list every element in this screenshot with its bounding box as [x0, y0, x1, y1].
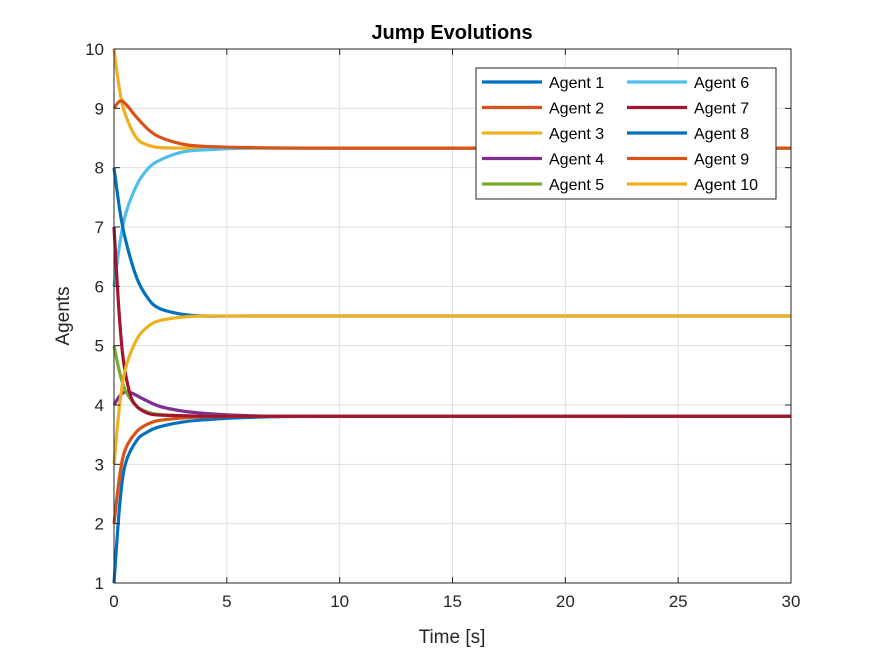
x-tick-label: 5 [222, 592, 231, 611]
y-tick-label: 5 [95, 337, 104, 356]
legend: Agent 1 Agent 2 Agent 3 Agent 4 Agent 5 Agent… [475, 67, 777, 200]
y-tick-label: 9 [95, 99, 104, 118]
y-axis-label: Agents [53, 286, 74, 345]
series-line-agent-10 [112, 314, 791, 465]
legend-label: Agent 6 [694, 75, 749, 92]
legend-label: Agent 1 [549, 75, 604, 92]
legend-label: Agent 3 [549, 126, 604, 143]
chart-title: Jump Evolutions [371, 22, 532, 44]
tick-layer: 0 5 10 15 20 25 30 1 2 3 4 5 6 7 8 9 10 [85, 40, 800, 611]
x-tick-label: 0 [109, 592, 118, 611]
legend-label: Agent 8 [694, 126, 749, 143]
y-tick-label: 8 [95, 159, 104, 178]
x-tick-label: 20 [556, 592, 575, 611]
legend-label: Agent 9 [694, 152, 749, 169]
x-axis-label: Time [s] [419, 627, 486, 648]
legend-label: Agent 4 [549, 152, 604, 169]
x-tick-label: 10 [330, 592, 349, 611]
y-tick-label: 3 [95, 455, 104, 474]
legend-label: Agent 7 [694, 101, 749, 118]
series-layer [112, 48, 792, 584]
legend-label: Agent 2 [549, 101, 604, 118]
series-line-agent-7 [112, 226, 791, 418]
x-tick-label: 15 [443, 592, 462, 611]
series-line-agent-9 [112, 99, 792, 150]
y-tick-label: 10 [85, 40, 104, 59]
y-tick-label: 6 [95, 277, 104, 296]
legend-label: Agent 5 [549, 177, 604, 194]
legend-label: Agent 10 [694, 177, 758, 194]
y-tick-label: 7 [95, 218, 104, 237]
y-tick-label: 1 [95, 574, 104, 593]
x-tick-label: 30 [782, 592, 801, 611]
x-tick-label: 25 [669, 592, 688, 611]
y-tick-label: 4 [95, 396, 104, 415]
y-tick-label: 2 [95, 515, 104, 534]
